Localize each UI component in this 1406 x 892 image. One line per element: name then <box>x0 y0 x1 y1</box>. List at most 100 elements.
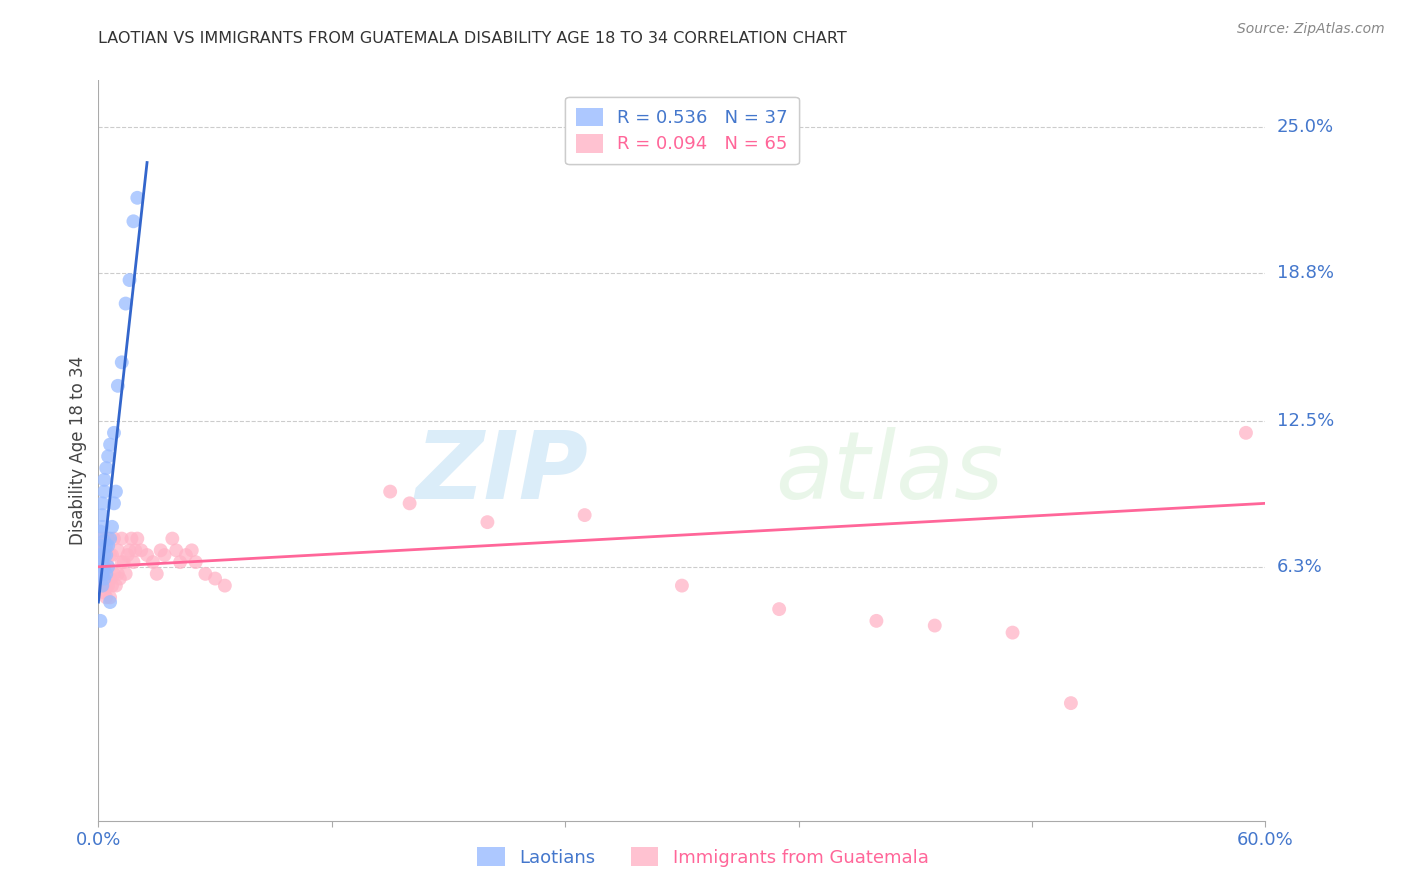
Legend: Laotians, Immigrants from Guatemala: Laotians, Immigrants from Guatemala <box>470 840 936 874</box>
Point <box>89 539 111 553</box>
Point <box>117 548 139 562</box>
Point <box>91 508 114 522</box>
Point <box>194 566 217 581</box>
Point <box>768 602 790 616</box>
Point <box>136 548 159 562</box>
Point <box>93 539 115 553</box>
Point <box>118 273 141 287</box>
Point <box>104 484 127 499</box>
Point <box>89 539 111 553</box>
Text: 25.0%: 25.0% <box>1277 119 1334 136</box>
Point <box>89 614 111 628</box>
Point <box>865 614 887 628</box>
Text: 12.5%: 12.5% <box>1277 412 1334 430</box>
Point <box>97 539 120 553</box>
Point <box>398 496 420 510</box>
Point <box>108 572 131 586</box>
Point <box>97 559 120 574</box>
Point <box>111 555 134 569</box>
Point <box>98 591 121 605</box>
Point <box>91 555 114 569</box>
Point <box>1001 625 1024 640</box>
Point <box>97 579 120 593</box>
Point <box>204 572 226 586</box>
Point <box>165 543 187 558</box>
Point <box>214 579 236 593</box>
Point <box>114 296 136 310</box>
Legend: R = 0.536   N = 37, R = 0.094   N = 65: R = 0.536 N = 37, R = 0.094 N = 65 <box>565 96 799 164</box>
Point <box>1060 696 1083 710</box>
Point <box>97 450 120 464</box>
Point <box>91 532 114 546</box>
Point <box>142 555 165 569</box>
Point <box>122 555 145 569</box>
Point <box>93 585 115 599</box>
Point <box>93 548 115 562</box>
Point <box>89 559 111 574</box>
Point <box>93 559 115 574</box>
Point <box>127 191 149 205</box>
Point <box>477 515 499 529</box>
Point <box>103 566 125 581</box>
Point <box>91 579 114 593</box>
Point <box>93 533 115 548</box>
Point <box>180 543 202 558</box>
Point <box>89 524 111 539</box>
Point <box>146 566 169 581</box>
Point <box>96 566 118 581</box>
Point <box>91 579 114 593</box>
Text: LAOTIAN VS IMMIGRANTS FROM GUATEMALA DISABILITY AGE 18 TO 34 CORRELATION CHART: LAOTIAN VS IMMIGRANTS FROM GUATEMALA DIS… <box>98 31 848 46</box>
Point <box>101 520 124 534</box>
Point <box>93 484 115 499</box>
Text: atlas: atlas <box>775 427 1004 518</box>
Point <box>98 437 121 451</box>
Point <box>96 461 118 475</box>
Point <box>91 520 114 534</box>
Point <box>98 548 121 562</box>
Point <box>112 555 135 569</box>
Point <box>96 548 118 562</box>
Point <box>98 595 121 609</box>
Point <box>111 532 134 546</box>
Point <box>96 562 118 576</box>
Point <box>96 579 118 593</box>
Point <box>107 543 129 558</box>
Point <box>104 579 127 593</box>
Point <box>124 543 146 558</box>
Point <box>671 579 693 593</box>
Point <box>97 559 120 574</box>
Point <box>153 548 176 562</box>
Point <box>1234 425 1257 440</box>
Point <box>101 579 124 593</box>
Point <box>114 566 136 581</box>
Point <box>89 548 111 562</box>
Point <box>103 425 125 440</box>
Point <box>184 555 207 569</box>
Point <box>127 532 149 546</box>
Point <box>93 559 115 574</box>
Point <box>107 379 129 393</box>
Point <box>149 543 172 558</box>
Point <box>574 508 596 522</box>
Point <box>91 566 114 581</box>
Y-axis label: Disability Age 18 to 34: Disability Age 18 to 34 <box>69 356 87 545</box>
Text: 18.8%: 18.8% <box>1277 264 1333 282</box>
Point <box>162 532 184 546</box>
Point <box>98 572 121 586</box>
Point <box>380 484 402 499</box>
Point <box>107 566 129 581</box>
Point <box>111 355 134 369</box>
Point <box>103 496 125 510</box>
Text: 6.3%: 6.3% <box>1277 558 1322 576</box>
Point <box>169 555 191 569</box>
Point <box>96 591 118 605</box>
Point <box>121 532 143 546</box>
Point <box>98 532 121 546</box>
Point <box>103 532 125 546</box>
Point <box>93 572 115 586</box>
Point <box>96 539 118 553</box>
Point <box>118 543 141 558</box>
Point <box>122 214 145 228</box>
Point <box>89 548 111 562</box>
Point <box>91 566 114 581</box>
